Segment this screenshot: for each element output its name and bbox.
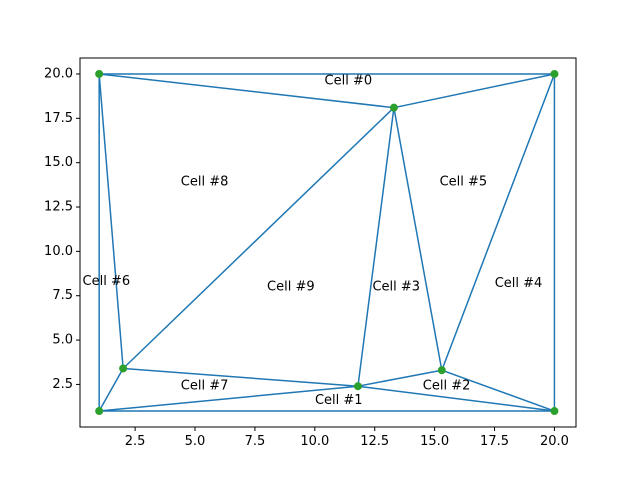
triangle-edge-11 <box>98 385 359 412</box>
vertex-point-3 <box>119 364 128 373</box>
triangle-edge-13 <box>122 367 359 387</box>
y-tick-label-0: 2.5 <box>52 377 73 392</box>
x-tick-label-7: 20.0 <box>540 434 569 449</box>
vertex-point-1 <box>550 69 559 78</box>
y-tick-label-4: 12.5 <box>44 200 73 215</box>
y-tick-label-1: 5.0 <box>52 333 73 348</box>
edges-layer <box>98 73 556 412</box>
axes-frame <box>79 57 577 428</box>
vertex-point-5 <box>437 366 446 375</box>
triangle-edge-14 <box>357 369 443 387</box>
y-tick-label-7: 20.0 <box>44 66 73 81</box>
x-axis: 2.5 5.0 7.5 10.0 12.5 15.0 17.5 20.0 <box>125 427 569 449</box>
x-tick-label-1: 5.0 <box>185 434 206 449</box>
triangle-edge-1 <box>98 73 395 109</box>
triangle-edge-5 <box>393 106 443 371</box>
cell-labels-layer: Cell #0 Cell #1 Cell #2 Cell #3 Cell #4 Cell … <box>83 74 543 408</box>
x-tick-label-0: 2.5 <box>125 434 146 449</box>
triangle-edge-2 <box>393 73 556 109</box>
triangle-edge-16 <box>441 369 556 412</box>
vertex-point-7 <box>550 407 559 416</box>
points-layer <box>95 69 559 416</box>
triangle-edge-6 <box>357 106 395 387</box>
vertex-point-6 <box>95 407 104 416</box>
y-tick-label-3: 10.0 <box>44 244 73 259</box>
vertex-point-2 <box>389 103 398 112</box>
y-tick-label-5: 15.0 <box>44 155 73 170</box>
cell-label-2: Cell #2 <box>423 379 471 394</box>
cell-label-7: Cell #7 <box>181 379 229 394</box>
x-tick-label-6: 17.5 <box>480 434 509 449</box>
cell-label-1: Cell #1 <box>315 393 363 408</box>
triangle-edge-4 <box>441 73 556 371</box>
y-tick-label-2: 7.5 <box>52 288 73 303</box>
x-tick-label-5: 15.0 <box>420 434 449 449</box>
triangle-edge-8 <box>98 73 124 370</box>
vertex-point-4 <box>353 382 362 391</box>
x-tick-label-2: 7.5 <box>245 434 266 449</box>
y-axis: 2.5 5.0 7.5 10.0 12.5 15.0 17.5 20.0 <box>44 66 80 392</box>
cell-label-0: Cell #0 <box>325 74 373 89</box>
triangle-edge-7 <box>122 106 395 370</box>
cell-label-4: Cell #4 <box>495 276 543 291</box>
vertex-point-0 <box>95 69 104 78</box>
triangle-edge-12 <box>98 367 124 412</box>
cell-label-6: Cell #6 <box>83 274 131 289</box>
cell-label-9: Cell #9 <box>267 279 315 294</box>
x-tick-label-4: 12.5 <box>360 434 389 449</box>
triangle-edge-15 <box>357 385 556 412</box>
cell-label-5: Cell #5 <box>440 175 488 190</box>
cell-label-3: Cell #3 <box>372 279 420 294</box>
cell-label-8: Cell #8 <box>181 175 229 190</box>
x-tick-label-3: 10.0 <box>300 434 329 449</box>
y-tick-label-6: 17.5 <box>44 111 73 126</box>
